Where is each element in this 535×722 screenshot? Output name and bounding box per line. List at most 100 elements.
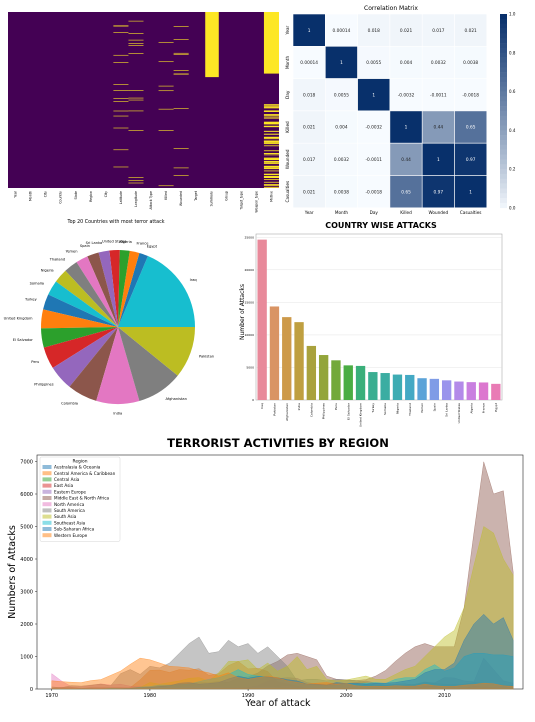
missing-line <box>113 166 129 168</box>
missing-line <box>113 90 129 91</box>
legend-label: South America <box>54 508 85 513</box>
pie-label: Sri Lanka <box>86 241 103 245</box>
pie-slice <box>41 309 118 329</box>
pie-slice <box>55 270 118 327</box>
correlation-value: -0.0011 <box>365 157 382 163</box>
missing-line <box>263 130 279 132</box>
x-tick-label: Spain <box>432 403 436 411</box>
pie-chart: Top 20 Countries with most terror attack… <box>4 219 214 415</box>
pie-label: Spain <box>80 244 90 248</box>
area-series <box>51 657 514 690</box>
column-label: Year <box>304 210 314 215</box>
column-label: Day <box>370 210 379 215</box>
y-tick-label: 6000 <box>20 492 33 498</box>
missing-line <box>173 73 189 75</box>
missing-line <box>263 174 279 176</box>
pie-slice <box>98 250 118 327</box>
missing-line <box>263 150 279 152</box>
missing-line <box>263 161 279 163</box>
x-tick-label: Iraq <box>260 403 264 409</box>
correlation-value: 1 <box>405 125 408 131</box>
legend-swatch <box>42 471 52 476</box>
x-tick-label: Pakistan <box>272 403 276 416</box>
missing-line <box>263 168 279 170</box>
pie-slice <box>118 253 148 327</box>
correlation-value: 0.65 <box>466 125 476 131</box>
pie-slice <box>87 252 118 327</box>
correlation-cell <box>421 45 455 79</box>
y-tick-label: 2000 <box>20 622 33 628</box>
colorbar-tick: 0.0 <box>509 205 516 210</box>
missing-line <box>158 108 174 110</box>
pie-slice <box>65 262 118 327</box>
missing-line <box>263 142 279 143</box>
area-title: TERRORIST ACTIVITIES BY REGION <box>167 436 389 450</box>
missing-line <box>263 104 279 105</box>
pie-label: Philippines <box>34 383 53 387</box>
column-label: Region <box>89 191 93 202</box>
correlation-value: 1 <box>340 60 343 66</box>
legend-label: Sub-Saharan Africa <box>54 527 95 532</box>
bar <box>491 383 501 400</box>
area-series <box>51 613 514 690</box>
colorbar-segment <box>500 149 507 155</box>
missing-line <box>173 175 189 176</box>
pie-slice <box>118 327 178 401</box>
x-tick-label: 1980 <box>144 693 157 699</box>
colorbar-segment <box>500 23 507 29</box>
legend-label: North America <box>54 502 85 507</box>
missing-line <box>128 182 144 184</box>
missing-line <box>263 181 279 183</box>
colorbar-segment <box>500 101 507 107</box>
colorbar-segment <box>500 86 507 92</box>
column-label: Casualties <box>460 210 482 215</box>
pie-slice <box>52 327 118 387</box>
legend-label: Central America & Caribbean <box>54 471 116 476</box>
x-tick-label: Somalia <box>383 403 387 415</box>
x-tick-label: 1970 <box>45 693 58 699</box>
missing-line <box>173 148 189 149</box>
column-label: Wounded <box>179 191 183 206</box>
correlation-cell <box>421 78 455 112</box>
correlation-cell <box>421 110 455 144</box>
missing-line <box>263 116 279 118</box>
pie-slice <box>76 256 118 327</box>
bar <box>405 374 415 400</box>
missing-line <box>128 20 144 22</box>
y-tick-label: 1000 <box>20 655 33 661</box>
y-tick-label: 25000 <box>244 235 254 239</box>
legend-label: Southeast Asia <box>54 520 86 525</box>
pie-label: Somalia <box>30 282 44 286</box>
correlation-value: 0.65 <box>401 189 411 195</box>
column-label: City <box>104 191 108 197</box>
missing-line <box>113 127 129 129</box>
colorbar-segment <box>500 72 507 78</box>
missing-line <box>263 185 279 187</box>
missing-line <box>158 185 174 187</box>
x-tick-label: Yemen <box>420 403 424 413</box>
bar <box>429 378 440 400</box>
bar <box>441 380 452 400</box>
bar <box>478 382 489 400</box>
correlation-value: 0.004 <box>335 125 348 131</box>
missing-line <box>113 115 129 117</box>
missing-line <box>173 54 189 55</box>
column-label: Killed <box>164 191 168 200</box>
missing-line <box>263 187 279 189</box>
column-label: Attack Type <box>149 191 153 210</box>
bar <box>355 365 366 400</box>
legend-label: Australasia & Oceania <box>54 465 101 470</box>
correlation-cell <box>421 13 455 47</box>
legend-swatch <box>42 496 52 500</box>
x-tick-label: Turkey <box>371 403 375 414</box>
colorbar-segment <box>500 106 507 112</box>
missing-line <box>173 26 189 27</box>
area-ylabel: Numbers of Attacks <box>7 525 18 619</box>
correlation-value: 0.017 <box>303 157 316 163</box>
missing-line <box>263 167 279 169</box>
missing-values-heatmap: Year Month City Country State Region City Latit… <box>8 12 279 213</box>
legend-swatch <box>42 489 52 494</box>
correlation-cell <box>389 142 423 176</box>
pie-label: Iraq <box>190 278 197 282</box>
correlation-value: 0.00014 <box>300 60 318 66</box>
